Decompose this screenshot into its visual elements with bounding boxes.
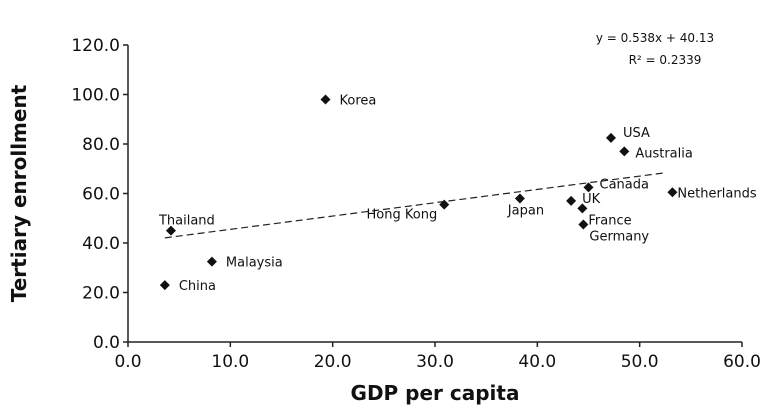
data-point-label: Thailand (158, 214, 215, 229)
x-tick-label: 50.0 (621, 352, 659, 372)
data-point (320, 94, 331, 105)
data-point-label: France (588, 213, 631, 228)
data-point (606, 132, 617, 143)
data-points: Korea USA Australia Canada Netherlands Hong K… (158, 93, 757, 294)
y-tick-label: 40.0 (82, 234, 120, 254)
data-point (667, 187, 678, 198)
trendline-equation: y = 0.538x + 40.13 (596, 31, 714, 45)
data-point-label: China (179, 279, 216, 294)
data-point (566, 195, 577, 206)
data-point-label: Netherlands (677, 186, 756, 201)
y-tick-label: 0.0 (93, 333, 120, 353)
data-point-label: Korea (340, 93, 377, 108)
trendline-path (164, 172, 666, 239)
x-tick-label: 10.0 (211, 352, 249, 372)
data-point (159, 280, 170, 291)
x-axis-title: GDP per capita (351, 381, 520, 405)
data-point (619, 146, 630, 157)
data-point (577, 203, 588, 214)
trendline (164, 172, 666, 239)
y-tick-label: 20.0 (82, 284, 120, 304)
x-tick-label: 0.0 (114, 352, 141, 372)
data-point-label: Canada (600, 177, 649, 192)
y-tick-label: 60.0 (82, 185, 120, 205)
y-tick-label: 100.0 (71, 86, 120, 106)
data-point-label: UK (582, 192, 601, 207)
y-tick-label: 120.0 (71, 36, 120, 56)
data-point (514, 193, 525, 204)
x-tick-label: 30.0 (416, 352, 454, 372)
data-point-label: Malaysia (226, 256, 283, 271)
r-squared-label: R² = 0.2339 (629, 53, 702, 67)
data-point (206, 256, 217, 267)
axes: 0.0 10.0 20.0 30.0 40.0 50.0 60.0 0.0 20.0 40.0 60… (71, 36, 761, 372)
x-tick-label: 40.0 (518, 352, 556, 372)
x-tick-label: 20.0 (314, 352, 352, 372)
data-point (583, 182, 594, 193)
data-point-label: Australia (635, 146, 693, 161)
data-point-label: USA (623, 126, 650, 141)
x-tick-label: 60.0 (723, 352, 761, 372)
y-axis-title: Tertiary enrollment (7, 84, 31, 302)
data-point-label: Japan (507, 203, 544, 218)
data-point (439, 199, 450, 210)
y-tick-label: 80.0 (82, 135, 120, 155)
data-point (165, 225, 176, 236)
data-point-label: Hong Kong (367, 208, 438, 223)
data-point (578, 219, 589, 230)
data-point-label: Germany (589, 229, 649, 244)
